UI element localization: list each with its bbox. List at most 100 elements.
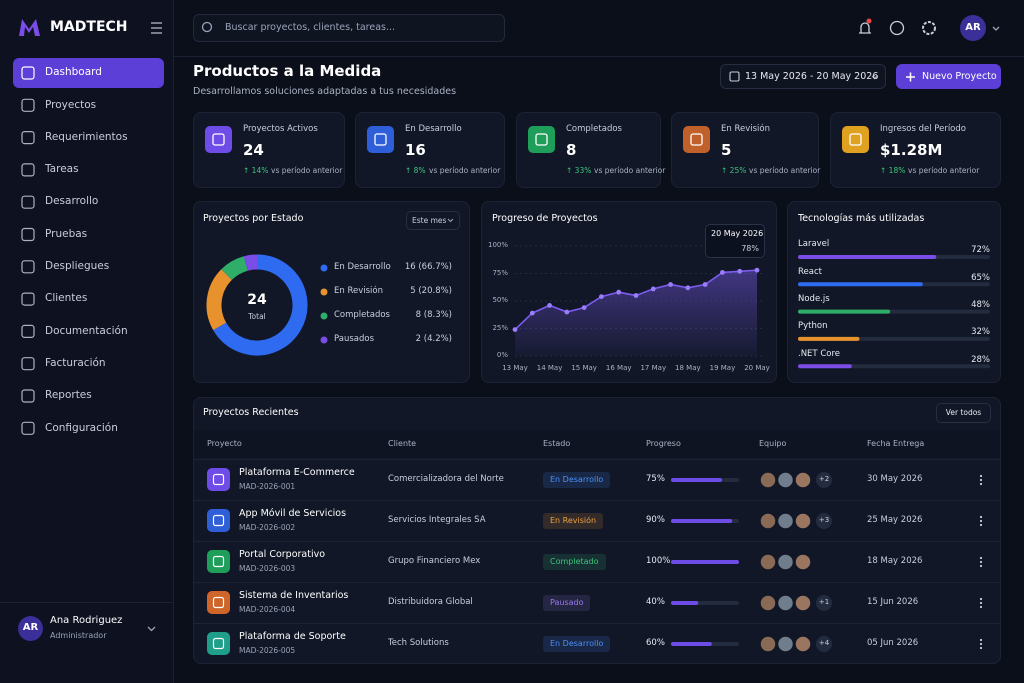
- kpi-change: ↑ 18%: [880, 165, 906, 175]
- team-avatar: [759, 594, 777, 612]
- nav-item[interactable]: Requerimientos: [45, 130, 128, 143]
- legend-label: En Revisión: [334, 286, 383, 297]
- x-tick-label: 20 May: [744, 364, 770, 373]
- nav-item[interactable]: Configuración: [45, 421, 118, 434]
- kpi-change: ↑ 25%: [721, 165, 747, 175]
- kpi-note: vs período anterior: [271, 165, 343, 175]
- point: [512, 327, 518, 332]
- date-button[interactable]: [720, 64, 886, 89]
- view-all[interactable]: Ver todos: [945, 408, 982, 418]
- project-icon: [207, 509, 230, 532]
- nav-item[interactable]: Despliegues: [45, 260, 110, 273]
- point: [737, 268, 743, 274]
- project-glyph: [212, 637, 225, 650]
- row-menu[interactable]: [975, 595, 987, 611]
- settings-icon: [922, 21, 936, 35]
- client: Tech Solutions: [388, 638, 449, 649]
- bar: [798, 282, 923, 287]
- nav-item[interactable]: Dashboard: [45, 66, 102, 79]
- table-title: Proyectos Recientes: [203, 406, 299, 418]
- point: [668, 282, 673, 287]
- new-button-label[interactable]: Nuevo Proyecto: [922, 70, 997, 82]
- point: [685, 285, 691, 291]
- point: [529, 310, 535, 316]
- nav-icon: [21, 324, 35, 338]
- team-avatar: [776, 553, 795, 571]
- point: [616, 289, 622, 295]
- nav-item[interactable]: Reportes: [45, 389, 92, 402]
- progress-bar: [671, 519, 733, 523]
- kpi-icon: [842, 126, 869, 153]
- more-dot: [979, 601, 983, 605]
- client: Comercializadora del Norte: [388, 474, 504, 485]
- y-tick-label: 50%: [492, 296, 508, 305]
- column-header: Proyecto: [207, 438, 242, 448]
- x-tick-label: 14 May: [536, 364, 563, 373]
- card-title: Proyectos por Estado: [203, 212, 304, 224]
- more-dot: [979, 556, 983, 560]
- more-dot: [979, 564, 983, 568]
- status-card: [193, 201, 470, 383]
- nav-item[interactable]: Desarrollo: [45, 195, 99, 208]
- more-dot: [979, 642, 983, 646]
- more-dot: [979, 523, 983, 527]
- legend-dot: [320, 288, 328, 296]
- search-placeholder: Buscar proyectos, clientes, tareas...: [225, 21, 396, 33]
- point: [599, 294, 604, 299]
- search-box[interactable]: [193, 14, 505, 42]
- team-extra-label: +1: [818, 598, 830, 607]
- point: [720, 270, 725, 275]
- more-dot: [979, 560, 983, 564]
- row-menu[interactable]: [975, 636, 987, 652]
- kpi-label: Ingresos del Período: [880, 124, 966, 135]
- due-date: 30 May 2026: [867, 474, 923, 485]
- x-tick-label: 16 May: [605, 364, 632, 373]
- team-avatar: [794, 635, 812, 653]
- nav-item[interactable]: Tareas: [45, 163, 79, 176]
- more-dot: [979, 482, 983, 486]
- team-avatar: [776, 512, 795, 530]
- nav-item[interactable]: Proyectos: [45, 98, 97, 111]
- filter-select[interactable]: [406, 211, 460, 230]
- project-name: Sistema de Inventarios: [239, 589, 349, 601]
- kpi-value: 16: [405, 140, 426, 159]
- row-menu[interactable]: [975, 472, 987, 488]
- filter-label[interactable]: Este mes: [412, 215, 447, 225]
- kpi-glyph: [535, 133, 548, 146]
- tech-name: Python: [798, 321, 828, 332]
- kpi-label: En Revisión: [721, 124, 770, 135]
- row-menu[interactable]: [975, 513, 987, 529]
- nav-item[interactable]: Clientes: [45, 292, 88, 305]
- y-tick-label: 100%: [487, 241, 508, 250]
- kpi-icon: [683, 126, 710, 153]
- status-badge: En Desarrollo: [543, 471, 611, 488]
- chevron: [871, 75, 878, 80]
- date-range[interactable]: 13 May 2026 - 20 May 2026: [745, 70, 879, 82]
- nav-item[interactable]: Documentación: [45, 324, 128, 337]
- kpi-glyph: [849, 133, 862, 146]
- project-code: MAD-2026-005: [239, 645, 296, 655]
- kpi-note: vs período anterior: [429, 165, 501, 175]
- legend-label: En Desarrollo: [334, 262, 391, 273]
- tech-name: .NET Core: [798, 348, 840, 359]
- kpi-label: Proyectos Activos: [243, 124, 318, 135]
- team-avatar: [794, 471, 812, 489]
- kpi-icon: [367, 126, 394, 153]
- legend-value: 8 (8.3%): [415, 310, 452, 321]
- team-avatar: [776, 594, 795, 612]
- project-code: MAD-2026-002: [239, 522, 296, 532]
- row-menu[interactable]: [975, 554, 987, 570]
- tech-value: 32%: [971, 327, 990, 338]
- avatar[interactable]: [960, 15, 986, 41]
- active-nav[interactable]: [13, 58, 164, 88]
- due-date: 18 May 2026: [867, 556, 923, 567]
- donut-segment: [243, 254, 258, 271]
- project-icon: [207, 468, 230, 491]
- view-all-button[interactable]: [936, 403, 991, 423]
- tech-value: 48%: [971, 299, 990, 310]
- plus-icon: [906, 72, 915, 82]
- legend-dot: [320, 336, 328, 344]
- nav-item[interactable]: Facturación: [45, 356, 106, 369]
- legend-dot: [320, 312, 328, 320]
- nav-item[interactable]: Pruebas: [45, 227, 88, 240]
